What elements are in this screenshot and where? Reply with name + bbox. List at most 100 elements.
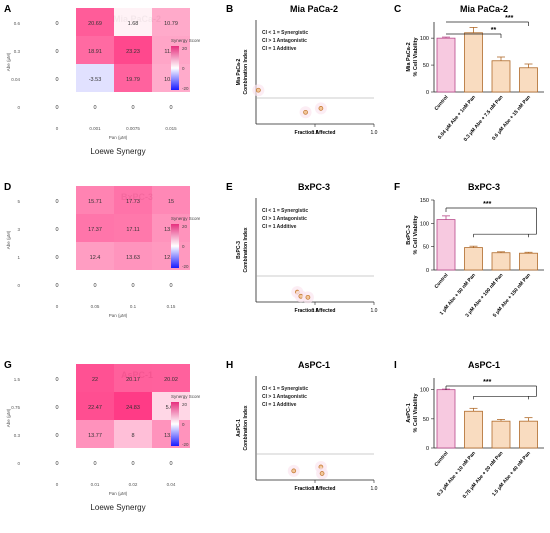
heatmap-subtitle: Loewe Synergy: [90, 147, 145, 156]
heatmap-value: 0: [93, 105, 96, 111]
heatmap-value: 13.77: [88, 433, 102, 439]
x-tick-label: 1.0: [371, 130, 378, 136]
legend-tick: 0: [182, 66, 185, 71]
panel-letter: E: [226, 182, 233, 193]
y-tick-label: 0: [426, 90, 429, 96]
y-tick-label: 0.3: [14, 49, 21, 54]
ci-legend-line: CI > 1 Antagonistic: [262, 216, 307, 222]
data-point: [319, 471, 325, 476]
heatmap-cell: [114, 214, 152, 242]
category-label: Control: [434, 272, 450, 290]
x-tick-label: 0.001: [89, 126, 101, 131]
panel-letter: H: [226, 360, 233, 371]
y-tick-label: 100: [420, 221, 429, 227]
y-tick-label: 0.04: [11, 77, 20, 82]
heatmap-value: 18.91: [88, 49, 102, 55]
heatmap-cell: [152, 364, 190, 392]
x-tick-label: 0.04: [167, 482, 176, 487]
heatmap-value: 24.83: [126, 405, 140, 411]
panel-d: DBxPC-300000012.413.6312.971017.3717.111…: [4, 182, 200, 318]
heatmap-value: 17.73: [126, 199, 140, 205]
data-point: [256, 87, 261, 93]
ci-legend-line: CI < 1 = Synergistic: [262, 386, 308, 392]
chart-title: BxPC-3: [468, 182, 500, 192]
legend-colorbar: [171, 224, 179, 268]
heatmap-value: 0: [55, 49, 58, 55]
panel-letter: A: [4, 4, 11, 15]
y-axis-label: BxPC-3: [236, 241, 242, 259]
y-tick-label: 0: [426, 446, 429, 452]
ci-legend-line: CI < 1 = Synergistic: [262, 208, 308, 214]
panel-letter: G: [4, 360, 12, 371]
y-axis-label-2: % Cell Viability: [413, 393, 419, 433]
chart-title: AsPC-1: [468, 360, 500, 370]
y-axis-label: AsPC-1: [406, 403, 412, 423]
heatmap-cell: [76, 364, 114, 392]
legend-tick: -20: [182, 442, 189, 447]
y-tick-label: 0: [17, 105, 20, 110]
x-tick-label: 1.0: [371, 308, 378, 314]
heatmap-value: 22: [92, 377, 98, 383]
x-axis-label: Pan (μM): [109, 313, 128, 318]
heatmap-value: 0: [169, 283, 172, 289]
x-axis-label: Fraction Affected: [295, 308, 336, 314]
x-axis-label: Fraction Affected: [295, 486, 336, 492]
y-axis-label-2: Combination Index: [243, 227, 249, 272]
heatmap-value: 8: [131, 433, 134, 439]
heatmap-value: 0: [55, 377, 58, 383]
y-tick-label: 3: [17, 227, 20, 232]
heatmap-cell: [114, 242, 152, 270]
category-label: Control: [434, 94, 450, 112]
heatmap-value: 17.11: [126, 227, 139, 233]
panel-a: AMia PaCa-2000000-3.5319.7910.650.04018.…: [4, 4, 200, 156]
y-tick-label: 150: [420, 198, 429, 204]
chart-title: AsPC-1: [298, 360, 330, 370]
heatmap-cell: [114, 392, 152, 420]
data-point: [318, 106, 324, 111]
x-tick-label: 0.01: [91, 482, 100, 487]
heatmap-cell: [114, 64, 152, 92]
x-tick-label: 0.05: [91, 304, 100, 309]
legend-title: Synergy Score: [171, 216, 200, 221]
y-tick-label: 1: [17, 255, 20, 260]
legend-title: Synergy Score: [171, 38, 200, 43]
heatmap-value: 0: [131, 461, 134, 467]
heatmap-value: 20.69: [88, 21, 102, 27]
y-axis-label: AsPC-1: [236, 419, 242, 437]
y-axis-label: Abe (μM): [6, 408, 11, 427]
y-axis-label-2: Combination Index: [243, 405, 249, 450]
heatmap-cell: [152, 8, 190, 36]
x-tick-label: 1.0: [371, 486, 378, 492]
heatmap-value: 0: [55, 461, 58, 467]
ci-legend-line: CI = 1 Additive: [262, 402, 297, 408]
y-tick-label: 0.75: [11, 405, 20, 410]
x-tick-label: 0.1: [130, 304, 137, 309]
bar: [491, 252, 511, 271]
heatmap-value: -3.53: [89, 77, 102, 83]
x-tick-label: 0.5: [312, 130, 319, 136]
heatmap-cell: [76, 214, 114, 242]
heatmap-cell: [76, 420, 114, 448]
heatmap-cell: [114, 186, 152, 214]
legend-colorbar: [171, 46, 179, 90]
legend-tick: 20: [182, 402, 188, 407]
bar: [464, 32, 483, 93]
y-tick-label: 0: [17, 461, 20, 466]
bar: [491, 60, 511, 93]
legend-colorbar: [171, 402, 179, 446]
x-tick-label: 0.5: [312, 486, 319, 492]
heatmap-value: 1.68: [128, 21, 139, 27]
ci-legend-line: CI < 1 = Synergistic: [262, 30, 308, 36]
heatmap-cell: [76, 186, 114, 214]
x-tick-label: 0: [56, 304, 59, 309]
bar: [519, 420, 538, 449]
data-point: [305, 294, 311, 300]
y-tick-label: 0.3: [14, 433, 21, 438]
x-tick-label: 0.5: [312, 308, 319, 314]
x-axis-label: Pan (μM): [109, 135, 128, 140]
panel-letter: B: [226, 4, 233, 15]
y-axis-label: Abe (μM): [6, 230, 11, 249]
legend-tick: -20: [182, 264, 189, 269]
